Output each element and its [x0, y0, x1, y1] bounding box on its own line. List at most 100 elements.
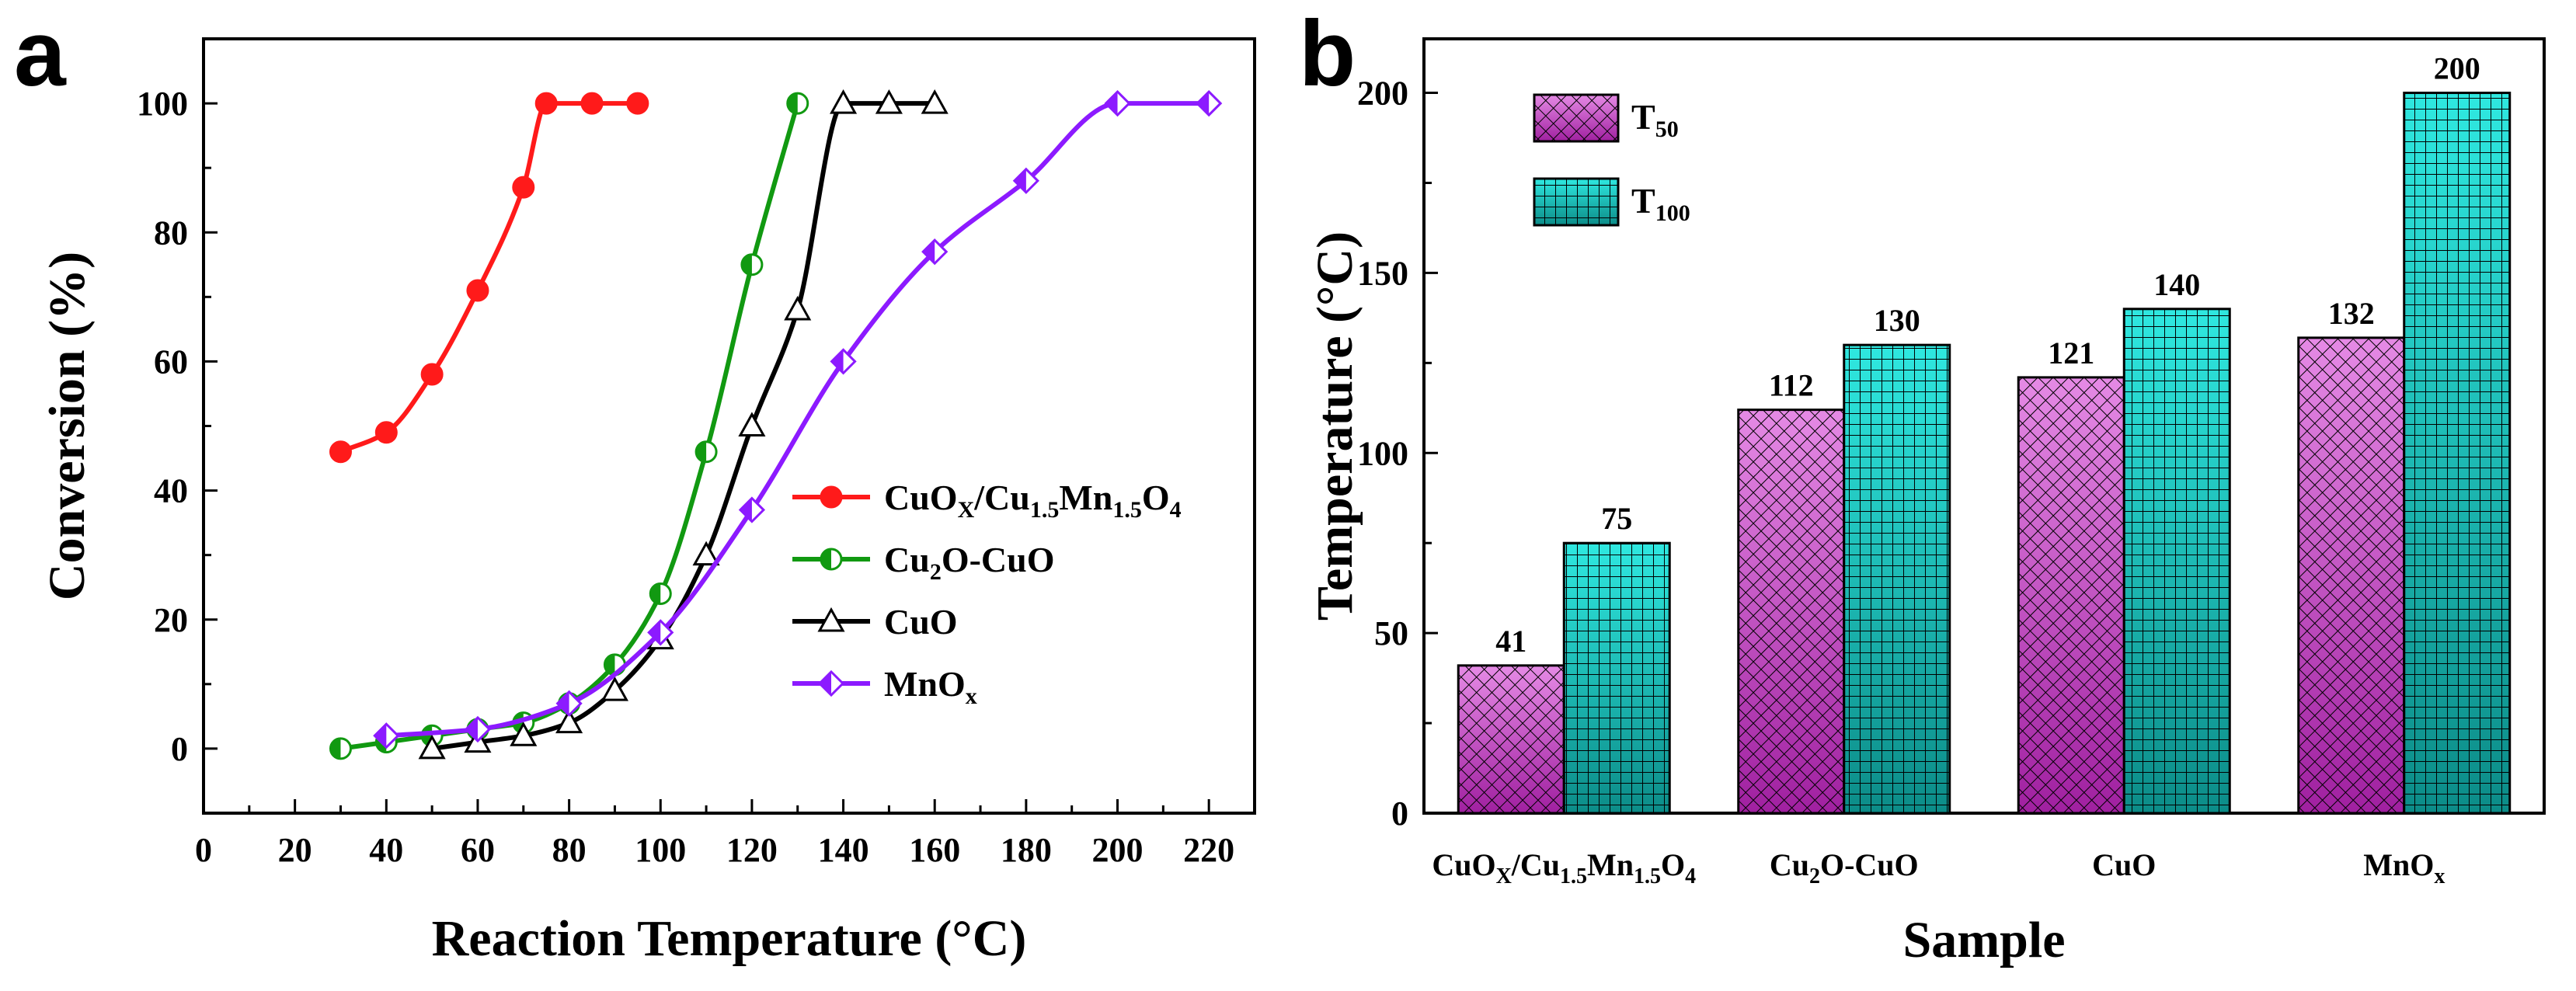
legend-marker	[817, 607, 845, 632]
y-tick-label: 0	[171, 730, 188, 768]
legend-item: CuOX/Cu1.5Mn1.5O4	[792, 478, 1182, 523]
data-point	[418, 734, 446, 760]
data-point	[740, 253, 764, 276]
data-point	[692, 541, 720, 566]
data-point	[374, 421, 398, 444]
bar-hatch-T100	[2122, 308, 2231, 815]
legend-item: CuO	[792, 602, 958, 642]
y-tick-label: 50	[1374, 614, 1408, 652]
x-category-label: MnOx	[2363, 847, 2445, 888]
legend-marker	[820, 548, 843, 571]
data-point	[830, 89, 858, 114]
y-tick-label: 80	[154, 214, 188, 252]
x-category-label: CuO	[2092, 847, 2156, 882]
y-tick-label: 150	[1357, 254, 1408, 292]
data-point	[555, 690, 583, 717]
y-tick-label: 200	[1357, 75, 1408, 113]
legend-item: T50	[1533, 93, 1679, 143]
x-tick-label: 180	[1001, 831, 1052, 869]
bar-hatch-T50	[1457, 664, 1565, 815]
series-line	[340, 103, 800, 751]
bar-hatch-T50	[2017, 376, 2125, 815]
x-tick-label: 80	[552, 831, 587, 869]
series-line	[431, 101, 935, 751]
legend-item: MnOx	[792, 664, 977, 709]
panel-b-bar-chart: b 0 50 100 150 200 Sample Temperature (°C) 41 75…	[1299, 2, 2546, 968]
plot-frame	[202, 37, 1256, 815]
data-point	[600, 676, 628, 701]
data-point	[786, 92, 809, 115]
y-tick-label: 20	[154, 601, 188, 639]
x-tick-label: 40	[369, 831, 403, 869]
legend-label: Cu2O-CuO	[884, 540, 1055, 585]
y-tick-label: 60	[154, 343, 188, 381]
legend-label: T100	[1631, 181, 1690, 226]
x-tick-label: 20	[278, 831, 312, 869]
bar-value-label: 41	[1495, 624, 1526, 659]
data-point	[875, 89, 903, 114]
data-point	[1104, 89, 1131, 117]
legend-swatch-hatch	[1533, 93, 1620, 143]
legend-item: T100	[1533, 177, 1690, 227]
bar-group-Cu2O-CuO: 112 130	[1737, 303, 1951, 815]
data-point	[921, 89, 949, 114]
data-point	[830, 348, 857, 375]
bar-value-label: 112	[1769, 368, 1814, 403]
data-point	[580, 92, 604, 115]
legend-label: T50	[1631, 97, 1679, 142]
data-point	[329, 440, 352, 464]
x-category-label: Cu2O-CuO	[1770, 847, 1919, 888]
x-tick-label: 100	[635, 831, 686, 869]
y-axis-title: Temperature (°C)	[1307, 231, 1363, 621]
bar-value-label: 121	[2048, 336, 2094, 370]
data-point	[510, 722, 538, 746]
legend-marker	[820, 485, 843, 509]
y-tick-label: 100	[137, 85, 188, 123]
data-point	[512, 176, 535, 199]
legend-marker	[817, 669, 845, 697]
data-point	[464, 715, 492, 743]
series-line	[339, 101, 638, 454]
x-tick-label: 220	[1183, 831, 1234, 869]
x-tick-label: 140	[818, 831, 869, 869]
data-point	[466, 279, 489, 302]
data-point	[738, 412, 766, 436]
x-axis-title: Reaction Temperature (°C)	[432, 910, 1027, 967]
data-point	[649, 582, 672, 606]
panel-a-letter: a	[14, 2, 67, 106]
x-tick-label: 160	[909, 831, 960, 869]
bar-group-MnOx: 132 200	[2297, 51, 2512, 815]
series-CuO	[418, 89, 949, 760]
data-point	[921, 238, 949, 266]
bar-group-CuO: 121 140	[2017, 267, 2231, 815]
bar-value-label: 75	[1601, 501, 1632, 536]
series-CuOX/Cu1.5Mn1.5O4	[329, 92, 649, 464]
x-axis-title: Sample	[1902, 912, 2065, 968]
x-tick-label: 60	[461, 831, 495, 869]
legend: CuOX/Cu1.5Mn1.5O4 Cu2O-CuO CuO MnOx	[792, 478, 1182, 709]
series-MnOx	[373, 89, 1223, 749]
x-tick-label: 200	[1092, 831, 1144, 869]
bar-hatch-T100	[1843, 343, 1951, 815]
series-Cu2O-CuO	[329, 92, 809, 760]
bar-hatch-T100	[2403, 92, 2512, 815]
legend-item: Cu2O-CuO	[792, 540, 1055, 585]
x-category-label: CuOX/Cu1.5Mn1.5O4	[1432, 847, 1696, 888]
y-tick-label: 0	[1391, 795, 1408, 833]
legend: T50 T100	[1533, 93, 1690, 227]
legend-label: CuOX/Cu1.5Mn1.5O4	[884, 478, 1182, 523]
x-tick-label: 120	[726, 831, 778, 869]
panel-b-letter: b	[1299, 2, 1356, 106]
data-point	[1012, 167, 1039, 194]
bar-group-CuOX/Cu1.5Mn1.5O4: 41 75	[1457, 501, 1671, 815]
data-point	[694, 440, 718, 464]
bar-hatch-T50	[2297, 336, 2406, 815]
y-tick-label: 40	[154, 472, 188, 510]
data-point	[373, 722, 400, 749]
data-point	[626, 92, 649, 115]
legend-swatch-hatch	[1533, 177, 1620, 227]
data-point	[329, 737, 352, 760]
panel-a-line-chart: a 0 20 40 60 80 100 120 140 160 180 200 220 0 20 40 60 8…	[14, 2, 1256, 967]
series-line	[386, 101, 1210, 739]
